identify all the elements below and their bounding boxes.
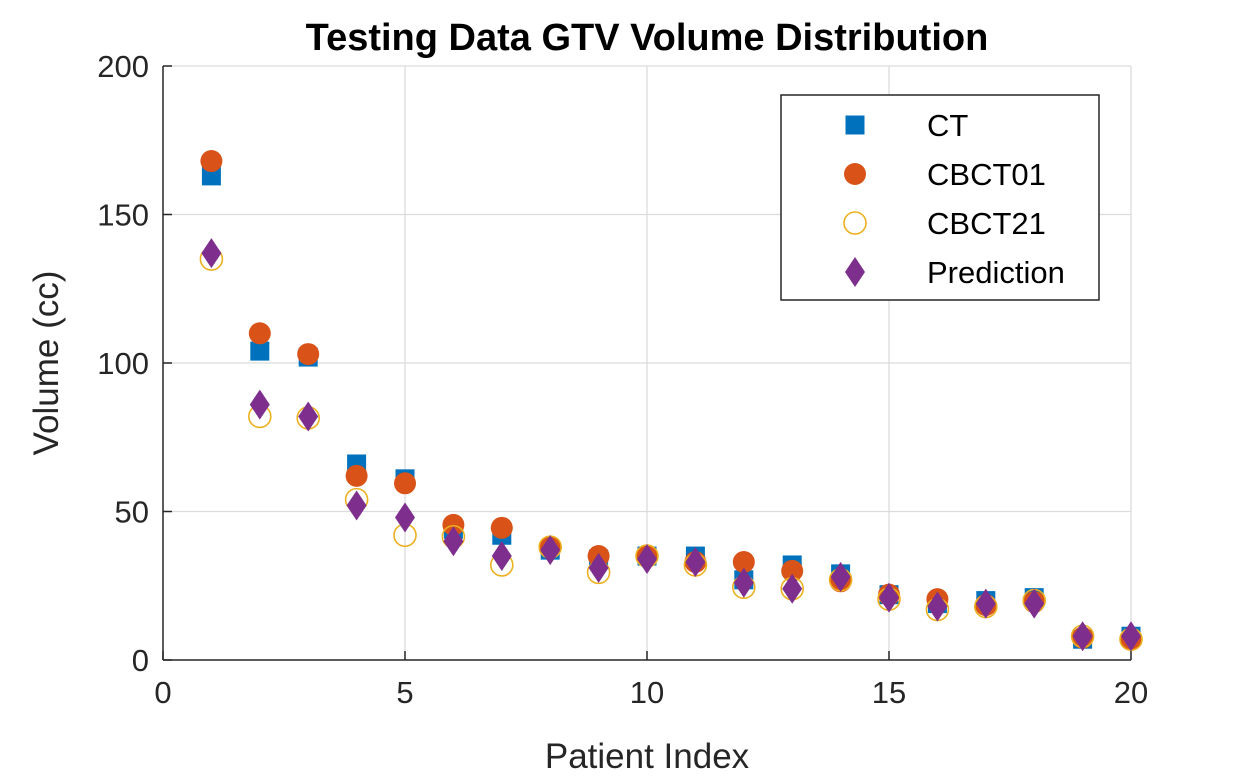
prediction-point <box>1072 621 1093 652</box>
x-tick-label: 0 <box>154 675 171 710</box>
prediction-point <box>733 567 754 598</box>
x-axis-label: Patient Index <box>545 737 750 776</box>
prediction-point <box>443 526 464 557</box>
prediction-point <box>588 552 609 583</box>
legend-marker-ct <box>845 115 865 135</box>
y-tick-label: 150 <box>97 198 149 233</box>
ct-point <box>201 166 221 186</box>
data-points <box>199 150 1143 652</box>
prediction-point <box>249 389 270 420</box>
y-tick-label: 50 <box>115 495 149 530</box>
legend-label-ct: CT <box>927 108 968 143</box>
y-axis-label: Volume (cc) <box>27 271 66 456</box>
prediction-point <box>975 588 996 619</box>
legend-label-cbct21: CBCT21 <box>927 206 1046 241</box>
prediction-point <box>782 573 803 604</box>
cbct01-point <box>442 513 465 536</box>
legend-marker-cbct21 <box>843 211 867 235</box>
prediction-point <box>395 502 415 533</box>
prediction-point <box>491 541 512 572</box>
cbct01-point <box>732 550 755 573</box>
legend-label-cbct01: CBCT01 <box>927 157 1046 192</box>
ct-point <box>250 341 270 361</box>
cbct01-point <box>394 472 416 495</box>
prediction-point <box>927 591 948 622</box>
axes <box>162 65 1132 661</box>
y-tick-label: 200 <box>97 49 149 84</box>
cbct01-point <box>200 150 223 173</box>
prediction-point <box>346 490 367 521</box>
x-tick-label: 20 <box>1114 675 1148 710</box>
prediction-point <box>830 561 851 592</box>
prediction-point <box>637 544 657 575</box>
cbct01-point <box>248 322 271 345</box>
chart-title: Testing Data GTV Volume Distribution <box>306 17 989 59</box>
x-tick-label: 5 <box>396 675 413 710</box>
prediction-point <box>298 401 319 432</box>
prediction-point <box>540 535 561 566</box>
prediction-point <box>685 546 706 577</box>
cbct01-point <box>490 516 513 539</box>
cbct01-point <box>781 559 804 582</box>
cbct01-point <box>345 464 368 487</box>
prediction-point <box>1024 588 1045 619</box>
prediction-point <box>201 238 222 269</box>
legend-box <box>780 94 1100 301</box>
y-tick-label: 100 <box>97 346 149 381</box>
legend-label-prediction: Prediction <box>927 255 1065 290</box>
y-tick-label: 0 <box>132 643 149 678</box>
prediction-point <box>1121 621 1141 652</box>
legend: CT CBCT01 CBCT21 Prediction <box>780 94 1100 301</box>
x-tick-label: 15 <box>872 675 906 710</box>
cbct01-point <box>297 343 320 366</box>
legend-marker-prediction <box>845 257 865 287</box>
prediction-point <box>879 582 899 613</box>
x-tick-label: 10 <box>630 675 664 710</box>
legend-marker-cbct01 <box>844 163 866 185</box>
